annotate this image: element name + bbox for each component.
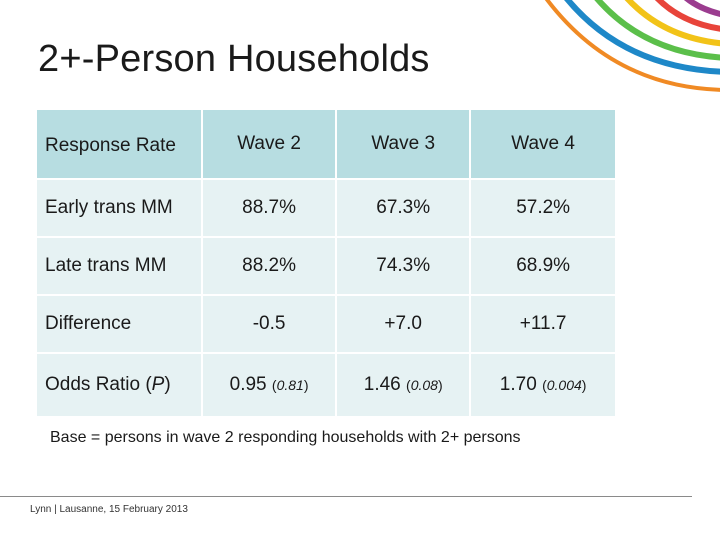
header-wave-4: Wave 4 <box>471 110 615 180</box>
odds-value: 1.70 <box>499 374 537 395</box>
table-cell: 1.70 (0.004) <box>471 354 615 418</box>
table-cell: 74.3% <box>337 238 472 296</box>
table-row-odds-ratio: Odds Ratio (P) 0.95 (0.81) 1.46 (0.08) 1… <box>37 354 615 418</box>
table-cell: 67.3% <box>337 180 472 238</box>
label-italic-p: P <box>151 374 165 395</box>
odds-value: 0.95 <box>229 374 267 395</box>
table-row: Late trans MM 88.2% 74.3% 68.9% <box>37 238 615 296</box>
slide-footer: Lynn | Lausanne, 15 February 2013 <box>30 504 188 515</box>
p-value: (0.08) <box>406 377 443 393</box>
row-label: Difference <box>37 296 203 354</box>
table-row: Early trans MM 88.7% 67.3% 57.2% <box>37 180 615 238</box>
table-cell: 68.9% <box>471 238 615 296</box>
table-cell: +7.0 <box>337 296 472 354</box>
footer-divider <box>0 496 692 497</box>
label-text: ) <box>164 374 171 395</box>
table-header-row: Response Rate Wave 2 Wave 3 Wave 4 <box>37 110 615 180</box>
odds-value: 1.46 <box>363 374 401 395</box>
header-wave-2: Wave 2 <box>203 110 338 180</box>
table-cell: 1.46 (0.08) <box>337 354 472 418</box>
label-text: Odds Ratio ( <box>45 374 152 395</box>
response-rate-table: Response Rate Wave 2 Wave 3 Wave 4 Early… <box>37 110 615 418</box>
table-cell: +11.7 <box>471 296 615 354</box>
table-cell: 88.2% <box>203 238 338 296</box>
row-label: Early trans MM <box>37 180 203 238</box>
table-cell: 88.7% <box>203 180 338 238</box>
row-label: Odds Ratio (P) <box>37 354 203 418</box>
header-wave-3: Wave 3 <box>337 110 472 180</box>
table-cell: 57.2% <box>471 180 615 238</box>
table-row: Difference -0.5 +7.0 +11.7 <box>37 296 615 354</box>
header-response-rate: Response Rate <box>37 110 203 180</box>
slide-title: 2+-Person Households <box>38 38 430 80</box>
table-cell: 0.95 (0.81) <box>203 354 338 418</box>
p-value: (0.004) <box>542 377 587 393</box>
row-label: Late trans MM <box>37 238 203 296</box>
table-footnote: Base = persons in wave 2 responding hous… <box>50 429 521 446</box>
table-cell: -0.5 <box>203 296 338 354</box>
p-value: (0.81) <box>271 377 309 393</box>
colored-arcs-icon <box>544 0 720 92</box>
